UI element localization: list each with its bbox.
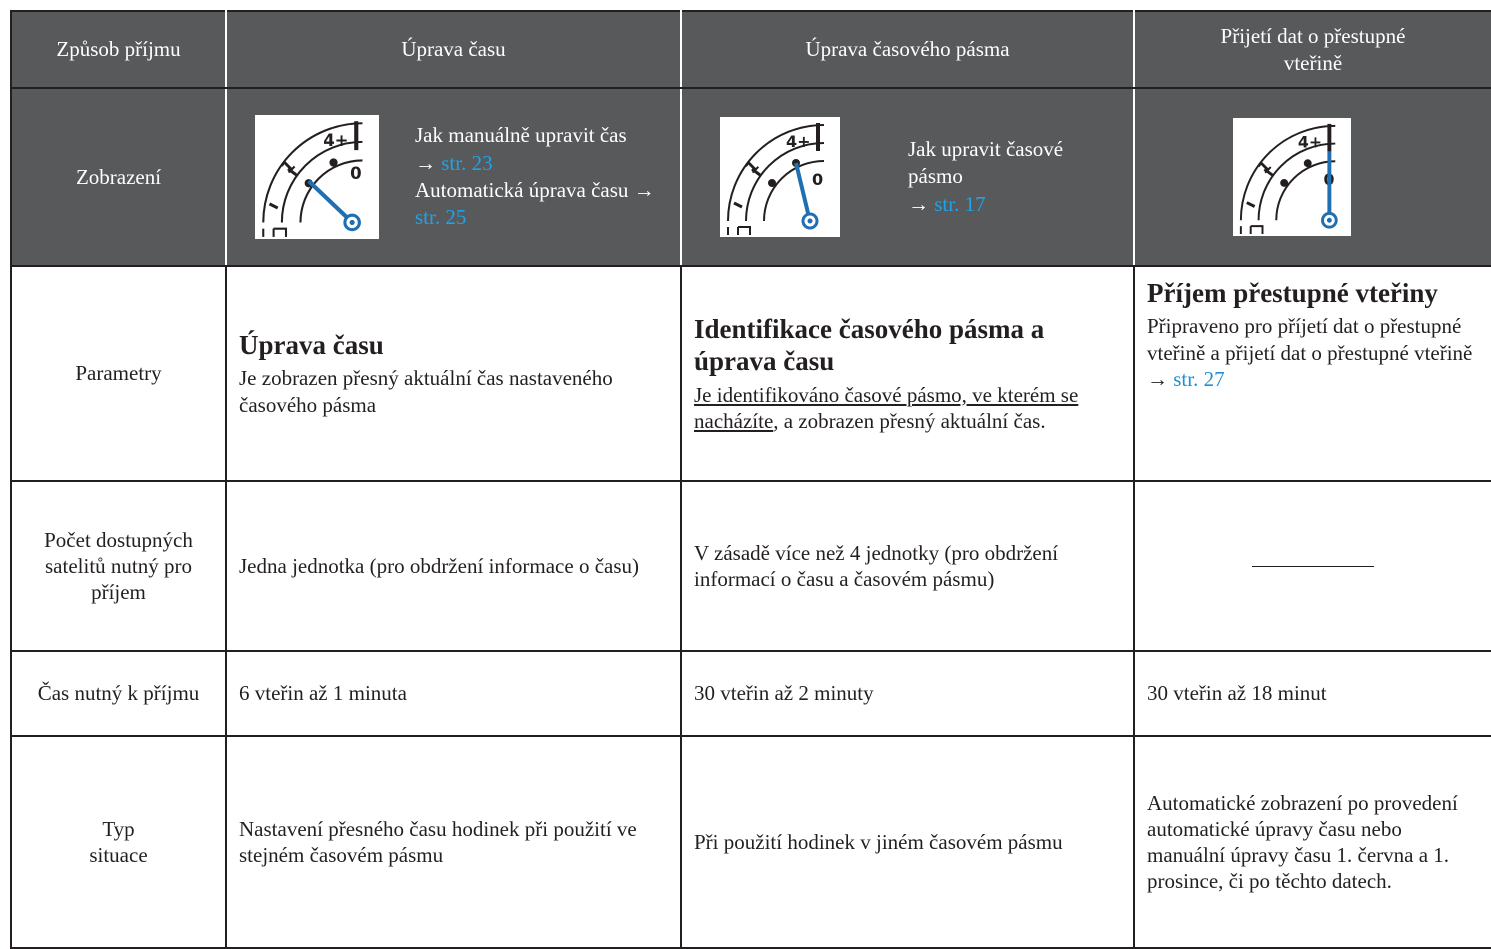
cell xyxy=(1133,480,1491,652)
text: Automatická úprava času → xyxy=(415,178,655,202)
cell: Jedna jednotka (pro obdržení informace o… xyxy=(225,480,682,652)
header-cell: Způsob příjmu xyxy=(10,10,227,89)
dial-icon: 4+ 1 0 xyxy=(255,115,379,239)
dial-icon: 4+ 1 0 xyxy=(1233,118,1351,236)
cell-heading: Příjem přestupné vteřiny xyxy=(1147,278,1438,308)
cell-heading: Identifikace časového pásma a úprava čas… xyxy=(694,313,1045,377)
display-row: Zobrazení 4+ 1 0 Jak manuálně upravit ča… xyxy=(10,87,1491,267)
cell: 4+ 1 0 Jak upravit časové pásmo → str. 1… xyxy=(680,87,1135,267)
dial-label: 0 xyxy=(812,170,823,189)
display-text: Jak manuálně upravit čas → str. 23 Autom… xyxy=(415,122,668,231)
text: → xyxy=(1147,366,1168,391)
cell: Úprava času Je zobrazen přesný aktuální … xyxy=(225,265,682,482)
row-label: Zobrazení xyxy=(10,87,227,267)
row-label: Počet dostupných satelitů nutný pro příj… xyxy=(10,480,227,652)
text: → xyxy=(908,191,929,216)
cell: Nastavení přesného času hodinek při použ… xyxy=(225,735,682,949)
cell-text: Je identifikováno časové pásmo, ve které… xyxy=(694,382,1121,435)
cell: 6 vteřin až 1 minuta xyxy=(225,650,682,737)
cell: 4+ 1 0 xyxy=(1133,87,1491,267)
cell: Při použití hodinek v jiném časovém pásm… xyxy=(680,735,1135,949)
dial-label: 4+ xyxy=(323,131,348,150)
underlined-text: Je identifikováno časové pásmo, ve které… xyxy=(694,382,1079,433)
cell: Automatické zobrazení po provedení autom… xyxy=(1133,735,1491,949)
cell-heading: Úprava času xyxy=(239,330,384,361)
page-link[interactable]: str. 27 xyxy=(1173,366,1225,391)
page-link[interactable]: str. 17 xyxy=(934,191,986,216)
reception-table: Způsob příjmu Úprava času Úprava časovéh… xyxy=(10,10,1491,949)
header-cell: Úprava časového pásma xyxy=(680,10,1135,89)
cell: Příjem přestupné vteřiny Připraveno pro … xyxy=(1133,265,1491,482)
display: 4+ 1 0 Jak manuálně upravit čas → str. 2… xyxy=(239,115,668,239)
display-text: Jak upravit časové pásmo → str. 17 xyxy=(908,136,1121,218)
dial-label: 4+ xyxy=(786,132,811,151)
header-cell: Úprava času xyxy=(225,10,682,89)
cell: 30 vteřin až 18 minut xyxy=(1133,650,1491,737)
text: → xyxy=(415,150,436,175)
text: Jak manuálně upravit čas xyxy=(415,123,627,148)
row-label: Parametry xyxy=(10,265,227,482)
cell: 30 vteřin až 2 minuty xyxy=(680,650,1135,737)
cell: V zásadě více než 4 jednotky (pro obdrže… xyxy=(680,480,1135,652)
page-link[interactable]: str. 23 xyxy=(441,150,493,175)
dial-label: 4+ xyxy=(1298,133,1322,152)
cell-text: → str. 27 xyxy=(1147,366,1479,392)
dial-label: 0 xyxy=(350,164,362,183)
text: Jak upravit časové pásmo xyxy=(908,137,1064,189)
header-cell: Přijetí dat o přestupné vteřině xyxy=(1133,10,1491,89)
row: Počet dostupných satelitů nutný pro příj… xyxy=(10,480,1491,652)
cell-text: Připraveno pro příjetí dat o přestupné v… xyxy=(1147,314,1473,365)
cell: 4+ 1 0 Jak manuálně upravit čas → str. 2… xyxy=(225,87,682,267)
cell: Identifikace časového pásma a úprava čas… xyxy=(680,265,1135,482)
row: Parametry Úprava času Je zobrazen přesný… xyxy=(10,265,1491,482)
text: , a zobrazen přesný aktuální čas. xyxy=(773,408,1046,433)
dial-icon: 4+ 1 0 xyxy=(720,117,840,237)
row: Čas nutný k příjmu 6 vteřin až 1 minuta … xyxy=(10,650,1491,737)
dash-line xyxy=(1252,565,1374,567)
row-label: Čas nutný k příjmu xyxy=(10,650,227,737)
display: 4+ 1 0 Jak upravit časové pásmo → str. 1… xyxy=(694,117,1121,237)
row: Typ situace Nastavení přesného času hodi… xyxy=(10,735,1491,949)
row-label: Typ situace xyxy=(10,735,227,949)
header-row: Způsob příjmu Úprava času Úprava časovéh… xyxy=(10,10,1491,89)
cell-text: Je zobrazen přesný aktuální čas nastaven… xyxy=(239,366,613,417)
page-link[interactable]: str. 25 xyxy=(415,205,467,230)
